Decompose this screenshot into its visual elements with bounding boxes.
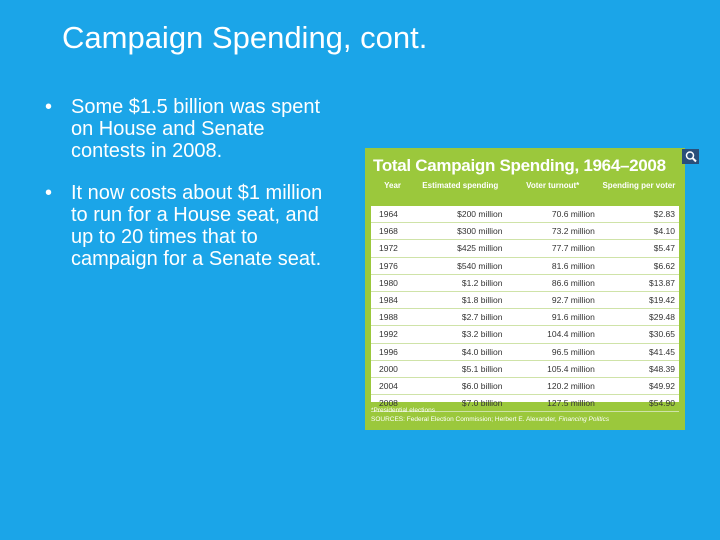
table-cell: 1968	[371, 222, 415, 241]
table: 1964 $200 million 70.6 million $2.83 1968 $30…	[371, 206, 679, 413]
table-cell: $41.45	[598, 343, 679, 361]
table-cell: $3.2 billion	[414, 325, 507, 344]
table-row: 2008 $7.0 billion 127.5 million $54.90	[371, 394, 679, 413]
table-cell: $540 million	[414, 257, 507, 275]
sources-text: SOURCES: Federal Election Commission; He…	[371, 416, 559, 423]
table-cell: 81.6 million	[506, 257, 599, 275]
table-cell: 120.2 million	[506, 377, 599, 396]
column-header: Estimated spending	[422, 181, 499, 190]
table-row: 2000 $5.1 billion 105.4 million $48.39	[371, 360, 679, 378]
bullet: Some $1.5 billion was spent on House and…	[45, 96, 335, 162]
table-cell: $13.87	[598, 274, 679, 292]
table-cell: 2000	[371, 360, 415, 378]
slide-title: Campaign Spending, cont.	[62, 20, 428, 55]
table-cell: 1980	[371, 274, 415, 292]
table-row: 1964 $200 million 70.6 million $2.83	[371, 206, 679, 224]
table-cell: $6.0 billion	[414, 377, 507, 396]
table-cell: 77.7 million	[506, 239, 599, 258]
table-row: 1992 $3.2 billion 104.4 million $30.65	[371, 325, 679, 344]
table-cell: 104.4 million	[506, 325, 599, 344]
table-cell: $200 million	[414, 206, 507, 224]
footnote: *Presidential elections	[371, 407, 435, 414]
table-cell: 73.2 million	[506, 222, 599, 241]
table-cell: $7.0 billion	[414, 394, 507, 413]
table-cell: $19.42	[598, 291, 679, 310]
table-cell: 91.6 million	[506, 308, 599, 327]
table-row: 2004 $6.0 billion 120.2 million $49.92	[371, 377, 679, 396]
zoom-icon[interactable]	[682, 149, 699, 164]
table-cell: 2008	[371, 394, 415, 413]
table-cell: 70.6 million	[506, 206, 599, 224]
table-cell: 1964	[371, 206, 415, 224]
table-cell: $5.1 billion	[414, 360, 507, 378]
bullet-list: Some $1.5 billion was spent on House and…	[45, 96, 335, 290]
table-cell: $5.47	[598, 239, 679, 258]
table-row: 1972 $425 million 77.7 million $5.47	[371, 239, 679, 258]
table-cell: 1984	[371, 291, 415, 310]
table-cell: 1992	[371, 325, 415, 344]
table-notes: *Presidential elections SOURCES: Federal…	[371, 406, 609, 424]
table-cell: 105.4 million	[506, 360, 599, 378]
column-header: Spending per voter	[602, 181, 676, 190]
column-header: Voter turnout*	[526, 181, 580, 190]
table-cell: 1972	[371, 239, 415, 258]
table-cell: 1996	[371, 343, 415, 361]
table-body: 1964 $200 million 70.6 million $2.83 1968 $30…	[371, 206, 679, 413]
table-row: 1984 $1.8 billion 92.7 million $19.42	[371, 291, 679, 310]
table-cell: $4.10	[598, 222, 679, 241]
table-cell: $49.92	[598, 377, 679, 396]
table-cell: 92.7 million	[506, 291, 599, 310]
table-cell: $29.48	[598, 308, 679, 327]
table-image: Total Campaign Spending, 1964–2008 Year E…	[365, 148, 685, 430]
table-cell: $1.2 billion	[414, 274, 507, 292]
table-cell: 1988	[371, 308, 415, 327]
table-cell: $2.7 billion	[414, 308, 507, 327]
bullet: It now costs about $1 million to run for…	[45, 182, 335, 270]
table-row: 1980 $1.2 billion 86.6 million $13.87	[371, 274, 679, 292]
table-cell: 2004	[371, 377, 415, 396]
table-cell: $48.39	[598, 360, 679, 378]
table-title: Total Campaign Spending, 1964–2008	[373, 156, 666, 175]
table-row: 1968 $300 million 73.2 million $4.10	[371, 222, 679, 241]
table-row: 1988 $2.7 billion 91.6 million $29.48	[371, 308, 679, 327]
table-cell: 86.6 million	[506, 274, 599, 292]
table-cell: $300 million	[414, 222, 507, 241]
sources-title: Financing Politics	[558, 416, 610, 423]
table-cell: $54.90	[598, 394, 679, 413]
table-header: Year Estimated spending Voter turnout* Spen…	[371, 181, 679, 191]
table-cell: $425 million	[414, 239, 507, 258]
table-cell: $1.8 billion	[414, 291, 507, 310]
table-cell: $4.0 billion	[414, 343, 507, 361]
table-cell: 127.5 million	[506, 394, 599, 413]
table-cell: $2.83	[598, 206, 679, 224]
table-row: 1996 $4.0 billion 96.5 million $41.45	[371, 343, 679, 361]
sources: SOURCES: Federal Election Commission; He…	[371, 415, 609, 424]
table-row: 1976 $540 million 81.6 million $6.62	[371, 257, 679, 275]
column-header: Year	[384, 181, 401, 190]
table-cell: 96.5 million	[506, 343, 599, 361]
table-cell: $30.65	[598, 325, 679, 344]
table-cell: $6.62	[598, 257, 679, 275]
table-cell: 1976	[371, 257, 415, 275]
